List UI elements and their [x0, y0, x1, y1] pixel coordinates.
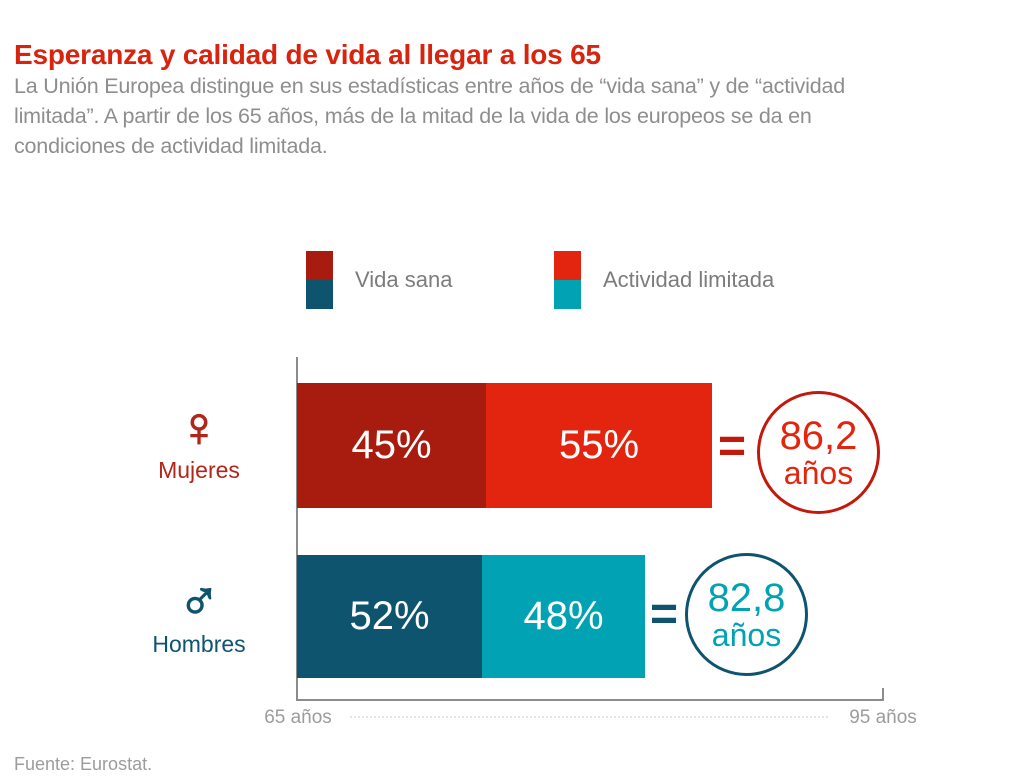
- x-axis-end-tick: [882, 688, 884, 701]
- source-note: Fuente: Eurostat.: [14, 754, 153, 774]
- bar-value-label: 52%: [349, 594, 430, 638]
- category-label-hombres: Hombres: [152, 631, 246, 657]
- total-years-unit: años: [783, 454, 854, 491]
- total-years-unit: años: [711, 616, 782, 653]
- total-years-value: 82,8: [707, 575, 786, 620]
- bar-value-label: 48%: [523, 594, 604, 638]
- axis-leader-dotted-line: [350, 716, 828, 718]
- bar-value-label: 45%: [351, 423, 432, 467]
- x-axis-label-65: 65 años: [264, 707, 332, 728]
- swatch-vida-sana-female: [306, 251, 333, 280]
- equals-sign-hombres: =: [649, 588, 679, 641]
- male-icon: ♂: [177, 569, 220, 632]
- subtitle-line: La Unión Europea distingue en sus estadí…: [14, 74, 845, 98]
- bar-value-label: 55%: [558, 423, 640, 467]
- swatch-actividad-limitada-male: [554, 280, 581, 309]
- equals-sign-mujeres: =: [717, 420, 747, 473]
- x-axis-line: [296, 699, 884, 701]
- legend-swatch-stack: [306, 251, 333, 309]
- female-icon: ♀: [177, 395, 220, 458]
- legend-item-actividad-limitada: Actividad limitada: [554, 251, 774, 309]
- total-years-value: 86,2: [779, 413, 858, 458]
- bar-hombres-vida-sana: 52%: [297, 555, 482, 678]
- bar-hombres-actividad-limitada: 48%: [482, 555, 645, 678]
- total-circle-hombres: 82,8 años: [685, 553, 808, 676]
- bar-mujeres-vida-sana: 45%: [297, 383, 486, 508]
- category-mujeres: ♀ Mujeres: [139, 395, 259, 484]
- subtitle-line: condiciones de actividad limitada.: [14, 134, 328, 158]
- category-label-mujeres: Mujeres: [158, 457, 240, 483]
- legend-item-vida-sana: Vida sana: [306, 251, 452, 309]
- y-axis-line: [296, 357, 298, 700]
- swatch-actividad-limitada-female: [554, 251, 581, 280]
- legend-swatch-stack: [554, 251, 581, 309]
- category-hombres: ♂ Hombres: [139, 569, 259, 658]
- legend-label-vida-sana: Vida sana: [355, 267, 453, 292]
- page-title: Esperanza y calidad de vida al llegar a …: [14, 38, 601, 70]
- total-circle-mujeres: 86,2 años: [757, 391, 880, 514]
- subtitle-line: limitada”. A partir de los 65 años, más …: [14, 104, 812, 128]
- legend-label-actividad-limitada: Actividad limitada: [603, 267, 775, 292]
- page-subtitle: La Unión Europea distingue en sus estadí…: [14, 71, 845, 161]
- bar-mujeres-actividad-limitada: 55%: [486, 383, 712, 508]
- x-axis-label-95: 95 años: [849, 707, 917, 728]
- swatch-vida-sana-male: [306, 280, 333, 309]
